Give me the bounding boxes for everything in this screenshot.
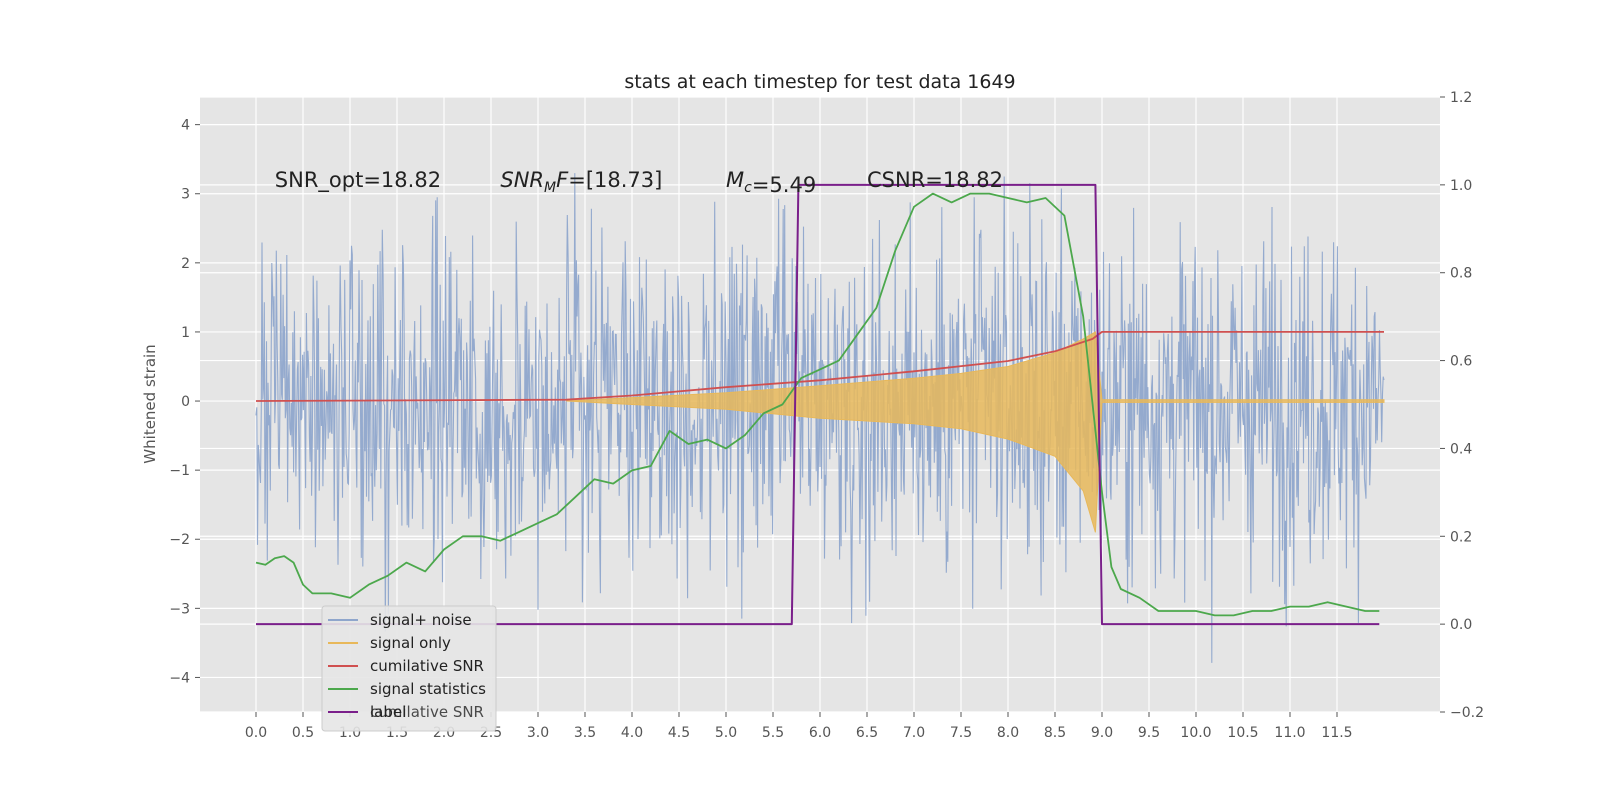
x-tick-label: 6.0 (809, 725, 831, 741)
label-line (256, 183, 1380, 626)
series-label (256, 183, 1380, 626)
signal-envelope (566, 331, 1385, 533)
stats-line (255, 192, 1380, 617)
y2-axis-ticks: −0.2 0.0 0.2 0.4 0.6 0.8 1.0 1.2 (1440, 90, 1484, 721)
y2-tick-label: −0.2 (1450, 705, 1484, 721)
series-signal-noise (255, 173, 1385, 663)
x-tick-label: 0.5 (292, 725, 314, 741)
y-tick-label: 0 (181, 394, 190, 410)
y-tick-label: −4 (169, 670, 190, 686)
y-axis-ticks: −4 −3 −2 −1 0 1 2 3 4 (169, 118, 200, 686)
y2-tick-label: 0.2 (1450, 529, 1472, 545)
y2-tick-label: 1.0 (1450, 178, 1472, 194)
series-cumilative-snr (255, 331, 1384, 402)
x-tick-label: 3.5 (574, 725, 596, 741)
y-axis-label: Whitened strain (141, 344, 159, 463)
legend-box (321, 605, 497, 732)
legend: signal+ noise signal only cumilative SNR si… (321, 605, 497, 732)
x-tick-label: 7.5 (950, 725, 972, 741)
series-signal-only (566, 331, 1385, 533)
y-tick-label: −3 (169, 601, 190, 617)
y-tick-label: 1 (181, 325, 190, 341)
x-axis-ticks: 0.0 0.5 1.0 1.5 2.0 2.5 3.0 3.5 4.0 4.5 5.0 5.5 6.0 6… (245, 712, 1353, 741)
y2-tick-label: 0.6 (1450, 354, 1472, 370)
chart-title: stats at each timestep for test data 164… (624, 71, 1015, 93)
csnr-line (255, 331, 1384, 402)
x-tick-label: 8.5 (1044, 725, 1066, 741)
annotation-text: CSNR=18.82 (867, 168, 1003, 192)
x-tick-label: 11.5 (1321, 725, 1352, 741)
series-signal-statistics (255, 192, 1380, 617)
legend-ghost-label: cumilative SNR (370, 703, 484, 721)
y-tick-label: 4 (181, 118, 190, 134)
x-tick-label: 11.0 (1274, 725, 1305, 741)
x-tick-label: 10.0 (1180, 725, 1211, 741)
noise-trace (255, 173, 1385, 663)
x-tick-label: 9.0 (1091, 725, 1113, 741)
y2-tick-label: 1.2 (1450, 90, 1472, 106)
x-tick-label: 9.5 (1138, 725, 1160, 741)
legend-label: cumilative SNR (370, 657, 484, 675)
y-tick-label: 2 (181, 256, 190, 272)
y2-tick-label: 0.4 (1450, 441, 1472, 457)
annotation-text: SNRMF=[18.73] (500, 168, 662, 196)
x-tick-label: 8.0 (997, 725, 1019, 741)
y-tick-label: 3 (181, 187, 190, 203)
x-tick-label: 0.0 (245, 725, 267, 741)
y-tick-label: −1 (169, 463, 190, 479)
x-tick-label: 6.5 (856, 725, 878, 741)
x-tick-label: 7.0 (903, 725, 925, 741)
x-tick-label: 5.5 (762, 725, 784, 741)
legend-label: signal statistics (370, 680, 486, 698)
x-tick-label: 4.0 (621, 725, 643, 741)
annotations: SNR_opt=18.82 SNRMF=[18.73] Mc=5.49 CSNR=18… (275, 168, 1003, 197)
y-tick-label: −2 (169, 532, 190, 548)
legend-label: label (370, 703, 406, 721)
legend-label: signal only (370, 634, 451, 652)
x-tick-label: 4.5 (668, 725, 690, 741)
x-tick-label: 10.5 (1227, 725, 1258, 741)
legend-label: signal+ noise (370, 611, 472, 629)
x-tick-label: 5.0 (715, 725, 737, 741)
y2-tick-label: 0.8 (1450, 266, 1472, 282)
annotation-text: SNR_opt=18.82 (275, 168, 441, 193)
y2-tick-label: 0.0 (1450, 617, 1472, 633)
x-tick-label: 3.0 (527, 725, 549, 741)
annotation-text: Mc=5.49 (726, 168, 816, 197)
